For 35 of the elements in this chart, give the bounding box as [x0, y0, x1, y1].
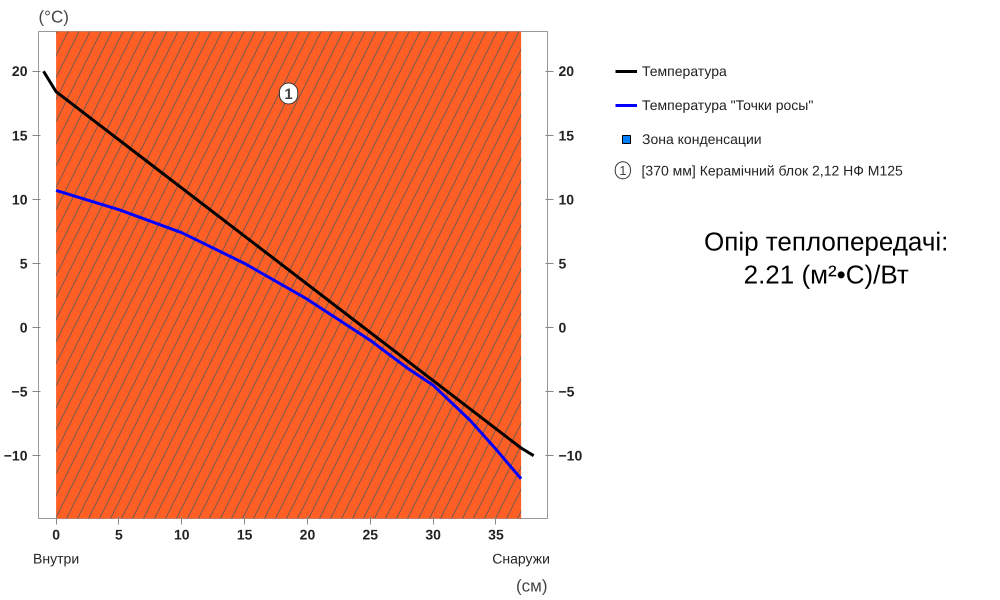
x-tick-label: 35	[488, 526, 504, 542]
y-tick-label: 0	[20, 320, 28, 336]
y-axis-title: (°C)	[38, 8, 69, 26]
x-axis-title: (см)	[516, 576, 548, 596]
x-tick-label: 15	[236, 526, 253, 542]
line-series	[42, 70, 536, 458]
y-tick-label: 20	[12, 63, 28, 80]
legend-label: Температура	[642, 63, 727, 79]
y2-tick-label: 20	[558, 63, 574, 80]
text: Опір теплопередачі: 2.21 (м²•С)/Вт	[704, 226, 948, 290]
x-tick-label: 30	[425, 526, 442, 542]
y2-tick-label: −5	[558, 384, 575, 400]
y2-tick-label: 10	[558, 191, 574, 208]
y-tick-label: 5	[20, 255, 28, 272]
x-tick-label: 10	[174, 526, 190, 542]
y2-tick-label: 15	[558, 127, 574, 144]
legend-label: Зона конденсации	[642, 131, 762, 147]
y-tick-label: 10	[12, 191, 28, 208]
x-tick-label: 25	[362, 526, 378, 542]
line-series	[54, 188, 523, 480]
y-tick-label: −5	[12, 384, 28, 400]
x-tick-label: 0	[52, 526, 60, 542]
y2-tick-label: 0	[558, 320, 566, 336]
y2-tick-label: 5	[558, 255, 566, 272]
x-tick-label: 20	[300, 526, 316, 542]
y2-tick-label: −10	[558, 448, 582, 464]
legend-label: Температура "Точки росы"	[642, 97, 814, 113]
band-label: 1	[284, 86, 293, 103]
text: 1	[619, 162, 626, 178]
y-tick-label: 15	[12, 127, 28, 144]
x-tick-label: 5	[115, 526, 124, 542]
y-tick-label: −10	[4, 448, 28, 464]
text: [370 мм] Керамічний блок 2,12 НФ М125	[642, 162, 904, 178]
text: Внутри	[33, 550, 80, 566]
text: Снаружи	[492, 550, 550, 566]
